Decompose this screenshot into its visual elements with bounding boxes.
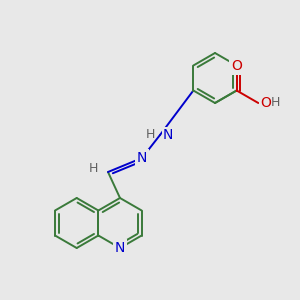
Text: N: N <box>115 241 125 255</box>
Text: O: O <box>260 96 271 110</box>
Text: N: N <box>163 128 173 142</box>
Text: N: N <box>137 151 147 165</box>
Text: H: H <box>88 163 98 176</box>
Text: H: H <box>270 95 280 109</box>
Text: H: H <box>146 128 155 142</box>
Text: O: O <box>231 58 242 73</box>
